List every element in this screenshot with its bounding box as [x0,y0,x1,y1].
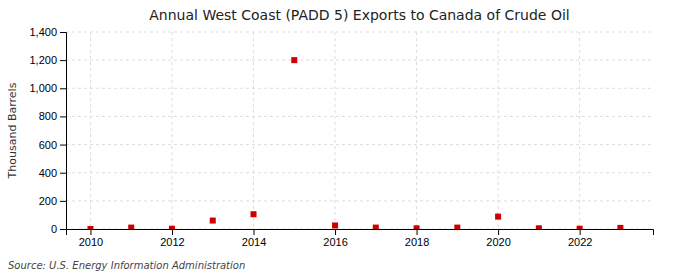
x-tick: 2012 [160,229,184,248]
x-tick: 2018 [405,229,429,248]
point [577,226,583,229]
x-axis-line [67,230,654,236]
y-grid-line [66,172,653,173]
y-tick: 200 [39,195,66,207]
x-tick-label: 2018 [405,236,429,248]
y-tick-label: 800 [39,110,57,122]
point [414,225,420,229]
x-grid-line [171,32,172,229]
y-grid-line [66,32,653,33]
x-tick-mark [498,229,499,235]
y-grid-line [66,200,653,201]
chart: 2010 2012 2014 2016 2018 2020 2022 0 200 400 600 80… [0,0,675,275]
y-grid-line [66,116,653,117]
y-tick-mark [60,201,66,202]
points [87,57,623,229]
y-axis: 0 200 400 600 800 1,000 1,200 1,400 [29,26,66,235]
y-tick-mark [60,116,66,117]
x-tick-mark [254,229,255,235]
y-tick-label: 1,200 [29,54,57,66]
y-grid-line [66,60,653,61]
x-axis: 2010 2012 2014 2016 2018 2020 2022 [67,229,654,248]
x-tick-mark [580,229,581,235]
y-tick: 800 [39,110,66,122]
point [373,225,379,229]
x-grid-line [498,32,499,229]
point [210,218,216,224]
plot: 2010 2012 2014 2016 2018 2020 2022 0 200 400 600 80… [29,26,653,248]
y-tick-mark [60,145,66,146]
title: Annual West Coast (PADD 5) Exports to Ca… [149,7,569,23]
y-tick-label: 1,000 [29,82,57,94]
x-tick-label: 2016 [323,236,347,248]
y-tick: 1,400 [29,26,66,38]
x-tick: 2010 [79,229,103,248]
point [291,57,297,63]
source: Source: U.S. Energy Information Administ… [8,260,245,271]
y-tick-mark [60,88,66,89]
x-tick-label: 2020 [486,236,510,248]
x-tick-label: 2012 [160,236,184,248]
point [495,214,501,220]
y-tick: 1,200 [29,54,66,66]
y-tick: 1,000 [29,82,66,94]
y-tick-label: 400 [39,167,57,179]
x-tick: 2014 [242,229,266,248]
x-grid-line [253,32,254,229]
x-grid-line [416,32,417,229]
x-tick-label: 2022 [568,236,592,248]
y-tick-label: 600 [39,139,57,151]
point [454,225,460,229]
y-tick: 600 [39,139,66,151]
point [128,225,134,229]
point [251,211,257,217]
x-tick: 2022 [568,229,592,248]
x-tick: 2020 [486,229,510,248]
point [169,226,175,229]
y-tick-label: 1,400 [29,26,57,38]
grid [66,32,653,229]
point [332,222,338,228]
x-grid-line [90,32,91,229]
y-axis-line [60,33,67,230]
y-tick-label: 0 [51,223,57,235]
y-tick: 0 [51,223,66,235]
x-tick-label: 2010 [79,236,103,248]
y-tick-mark [60,173,66,174]
point [536,225,542,229]
x-tick-mark [90,229,91,235]
y-grid-line [66,144,653,145]
y-tick-mark [60,229,66,230]
y-tick-mark [60,32,66,33]
x-tick-label: 2014 [242,236,266,248]
x-grid-line [335,32,336,229]
point [87,226,93,229]
x-tick-mark [417,229,418,235]
x-grid-line [579,32,580,229]
y-tick-label: 200 [39,195,57,207]
y-grid-line [66,88,653,89]
y-axis-label: Thousand Barrels [6,82,19,179]
x-tick-mark [335,229,336,235]
x-tick-mark [172,229,173,235]
y-tick: 400 [39,167,66,179]
y-tick-mark [60,60,66,61]
point [617,225,623,229]
x-tick: 2016 [323,229,347,248]
